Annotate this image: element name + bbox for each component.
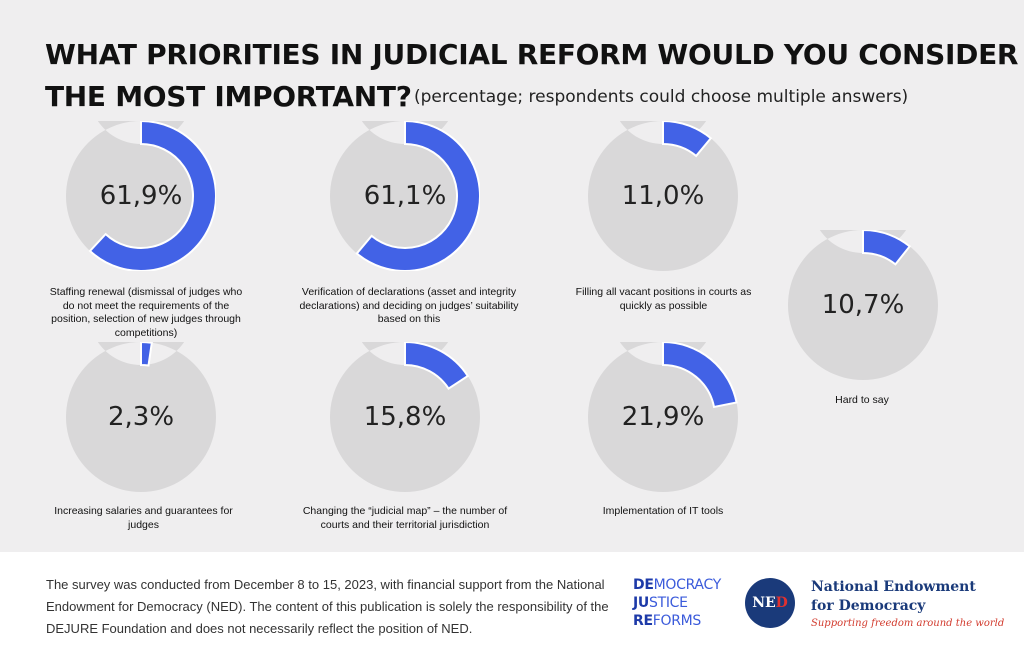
- donut-segment: [355, 119, 481, 272]
- donut-value: 10,7%: [821, 290, 905, 320]
- donut-value: 2,3%: [107, 402, 175, 432]
- donut-label: Changing the “judicial map” – the number…: [302, 505, 508, 531]
- donut-label: Filling all vacant positions in courts a…: [575, 286, 752, 312]
- djr-rest: FORMS: [652, 613, 702, 629]
- djr-line: DEMOCRACY: [633, 576, 721, 594]
- donut-staffing-renewal: 61,9%: [65, 40, 217, 272]
- djr-logo: DEMOCRACY JUSTICE REFORMS: [633, 576, 721, 630]
- ned-logo-part1: NE: [752, 595, 776, 611]
- djr-rest: MOCRACY: [653, 577, 722, 593]
- djr-rest: STICE: [648, 595, 688, 611]
- donut-increasing-salaries: 2,3%: [65, 261, 216, 492]
- donut-segment: [404, 340, 470, 390]
- chart-subtitle: (percentage; respondents could choose mu…: [414, 87, 909, 107]
- chart-title-line-1: WHAT PRIORITIES IN JUDICIAL REFORM WOULD…: [45, 38, 1019, 71]
- ned-name-line-1: National Endowment: [811, 579, 976, 595]
- ned-name-line-2: for Democracy: [811, 598, 926, 614]
- donut-segment: [88, 119, 217, 272]
- donut-value: 61,1%: [363, 181, 447, 211]
- donut-verification-of-declarations: 61,1%: [329, 40, 481, 272]
- donut-value: 61,9%: [99, 181, 183, 211]
- donut-value: 21,9%: [621, 402, 705, 432]
- ned-name: National Endowment for Democracy: [811, 578, 976, 616]
- ned-tagline: Supporting freedom around the world: [811, 618, 1005, 629]
- donut-label: Staffing renewal (dismissal of judges wh…: [49, 286, 243, 339]
- ned-logo-part2: D: [775, 595, 788, 611]
- donut-segment: [662, 119, 713, 158]
- djr-bold: JU: [633, 595, 649, 611]
- footer-note: The survey was conducted from December 8…: [46, 577, 609, 636]
- donut-filling-vacant-positions: 11,0%: [587, 40, 738, 272]
- donut-value: 11,0%: [621, 181, 705, 211]
- djr-line: REFORMS: [633, 612, 721, 630]
- donut-label: Verification of declarations (asset and …: [299, 286, 519, 325]
- ned-logo: NED: [745, 578, 795, 628]
- donut-segment: [140, 340, 153, 367]
- djr-line: JUSTICE: [633, 594, 721, 612]
- donut-label: Implementation of IT tools: [602, 505, 724, 517]
- donut-segment: [662, 340, 738, 409]
- donut-it-tools: 21,9%: [587, 261, 738, 492]
- chart-title-line-2: THE MOST IMPORTANT?: [45, 80, 412, 113]
- donut-hard-to-say: 10,7%: [787, 149, 938, 380]
- djr-bold: RE: [633, 613, 653, 629]
- donut-judicial-map: 15,8%: [329, 261, 480, 492]
- donut-segment: [862, 228, 912, 266]
- donut-label: Increasing salaries and guarantees for j…: [54, 505, 233, 531]
- donut-value: 15,8%: [363, 402, 447, 432]
- djr-bold: DE: [633, 577, 654, 593]
- donut-label: Hard to say: [835, 394, 889, 406]
